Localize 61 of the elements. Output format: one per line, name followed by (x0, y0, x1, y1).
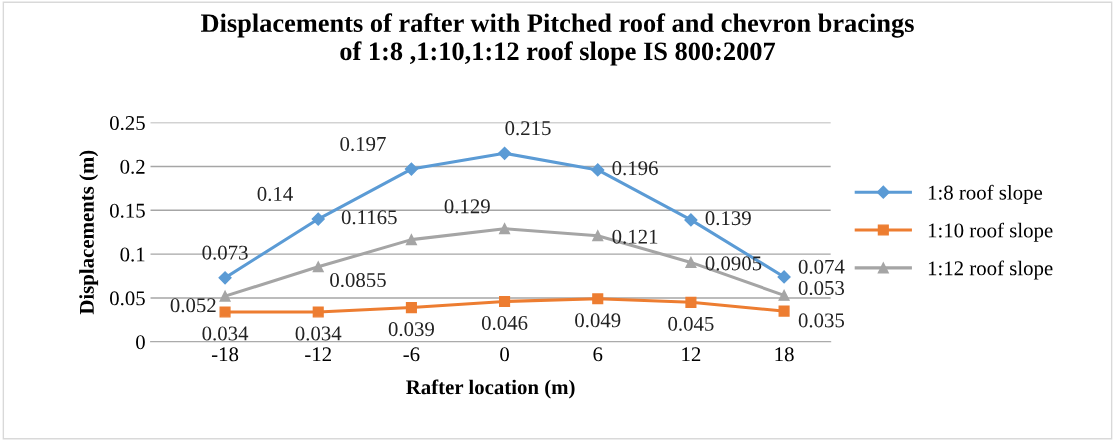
data-label: 0.1165 (341, 210, 397, 225)
x-axis-title: Rafter location (m) (406, 379, 575, 399)
point (404, 162, 418, 176)
data-label: 0.074 (798, 259, 845, 274)
point (499, 295, 511, 308)
x-tick-label: 0 (500, 347, 509, 362)
x-tick-label: 6 (593, 347, 603, 362)
data-label: 0.035 (798, 313, 845, 328)
data-label: 0.052 (170, 298, 216, 313)
data-label: 0.197 (340, 136, 386, 152)
data-label: 0.121 (612, 229, 658, 244)
point (592, 230, 604, 242)
data-label: 0.034 (202, 326, 249, 341)
point (312, 306, 324, 318)
y-tick-label: 0.2 (120, 159, 145, 174)
x-tick-label: -6 (403, 347, 420, 362)
point (777, 270, 791, 284)
data-label: 0.196 (612, 161, 658, 176)
data-label: 0.046 (481, 315, 528, 331)
legend-label: 1:8 roof slope (928, 184, 1043, 204)
point (405, 234, 417, 246)
point (218, 271, 232, 285)
point (778, 289, 790, 301)
point (592, 293, 604, 305)
x-tick-label: 18 (775, 347, 794, 362)
data-label: 0.14 (257, 186, 293, 202)
point (685, 296, 697, 308)
point (219, 290, 231, 302)
legend-label: 1:10 roof slope (928, 222, 1053, 242)
y-tick-label: 0.05 (110, 291, 145, 306)
point (405, 302, 417, 314)
point (311, 212, 325, 226)
point (497, 146, 512, 160)
data-label: 0.039 (388, 322, 434, 337)
data-label: 0.215 (505, 121, 551, 136)
point (778, 305, 790, 317)
y-axis-title: Displacements (m) (79, 150, 99, 315)
point (591, 163, 605, 177)
data-label: 0.034 (295, 326, 342, 341)
data-label: 0.0905 (705, 256, 762, 271)
chart-title: Displacements of rafter with Pitched roof and chevron bracings of 1:8 ,1:10,1:12 roof slope IS 800:2007 (200, 13, 914, 66)
data-label: 0.0855 (330, 272, 386, 288)
data-label: 0.053 (798, 280, 845, 296)
x-tick-label: 12 (682, 347, 701, 362)
point (685, 256, 697, 268)
point (499, 223, 511, 235)
point (312, 261, 324, 273)
x-tick-label: -18 (211, 347, 239, 362)
point (684, 213, 698, 227)
y-tick-label: 0.1 (120, 247, 145, 262)
legend-label: 1:12 roof slope (928, 260, 1053, 280)
y-tick-label: 0.25 (110, 115, 145, 131)
y-tick-label: 0.15 (110, 203, 145, 218)
data-label: 0.045 (668, 316, 714, 331)
data-label: 0.139 (705, 211, 751, 226)
point (219, 306, 231, 318)
y-tick-label: 0 (136, 335, 145, 350)
x-tick-label: -12 (305, 347, 331, 362)
data-label: 0.073 (202, 245, 248, 260)
data-label: 0.129 (444, 199, 490, 214)
data-label: 0.049 (575, 313, 621, 328)
